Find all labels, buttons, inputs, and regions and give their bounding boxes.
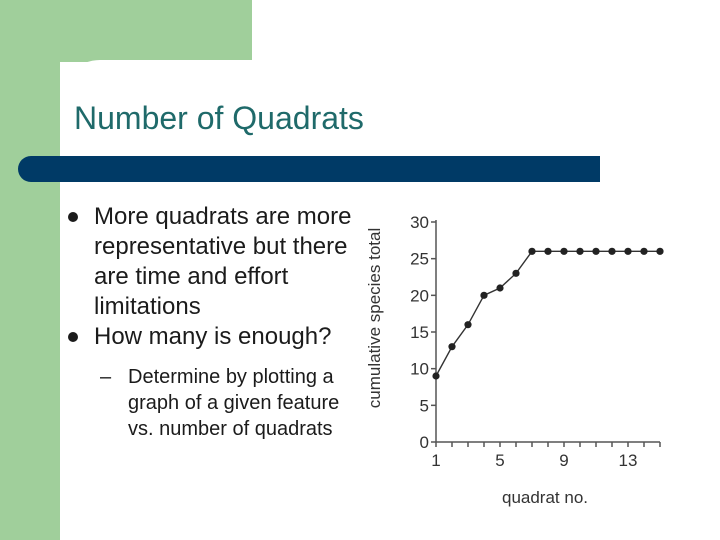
accent-band-top (60, 0, 252, 62)
bullet-item: More quadrats are more representative bu… (64, 202, 354, 322)
sub-bullet-item: – Determine by plotting a graph of a giv… (64, 364, 354, 442)
data-point (480, 291, 488, 299)
data-point (576, 247, 584, 255)
accent-band-left (0, 0, 60, 540)
data-marks (432, 247, 664, 380)
data-point (512, 269, 520, 277)
data-point (656, 247, 664, 255)
data-point (464, 321, 472, 329)
bullet-list: More quadrats are more representative bu… (64, 202, 354, 442)
data-point (560, 247, 568, 255)
dash-icon: – (100, 366, 112, 388)
x-tick-label: 13 (619, 451, 638, 470)
bullet-dot-icon (68, 332, 78, 342)
y-tick-label: 25 (410, 250, 429, 269)
y-tick-label: 10 (410, 360, 429, 379)
y-tick-label: 15 (410, 323, 429, 342)
data-point (592, 247, 600, 255)
data-point (640, 247, 648, 255)
slide-title: Number of Quadrats (74, 100, 364, 136)
y-tick-label: 30 (410, 213, 429, 232)
bullet-text: How many is enough? (94, 323, 332, 350)
x-tick-label: 1 (431, 451, 440, 470)
chart-svg: cumulative species total quadrat no. 0 5 1… (365, 213, 664, 507)
content-panel (60, 60, 720, 540)
title-underline-bar (18, 156, 600, 182)
bullet-item: How many is enough? (64, 322, 354, 352)
sub-bullet-text: Determine by plotting a graph of a given… (128, 366, 340, 440)
x-axis-label: quadrat no. (502, 488, 588, 507)
data-point (496, 284, 504, 292)
y-tick-label: 5 (420, 396, 429, 415)
y-tick-label: 20 (410, 286, 429, 305)
data-point (608, 247, 616, 255)
data-point (528, 247, 536, 255)
species-area-chart: cumulative species total quadrat no. 0 5 1… (340, 200, 670, 520)
x-tick-label: 5 (495, 451, 504, 470)
data-point (544, 247, 552, 255)
y-axis-label: cumulative species total (365, 228, 384, 408)
series-line (435, 250, 660, 377)
data-point (432, 372, 440, 380)
data-point (448, 343, 456, 351)
bullet-dot-icon (68, 212, 78, 222)
data-point (624, 247, 632, 255)
bullet-text: More quadrats are more representative bu… (94, 203, 352, 320)
y-tick-label: 0 (420, 433, 429, 452)
x-tick-label: 9 (559, 451, 568, 470)
